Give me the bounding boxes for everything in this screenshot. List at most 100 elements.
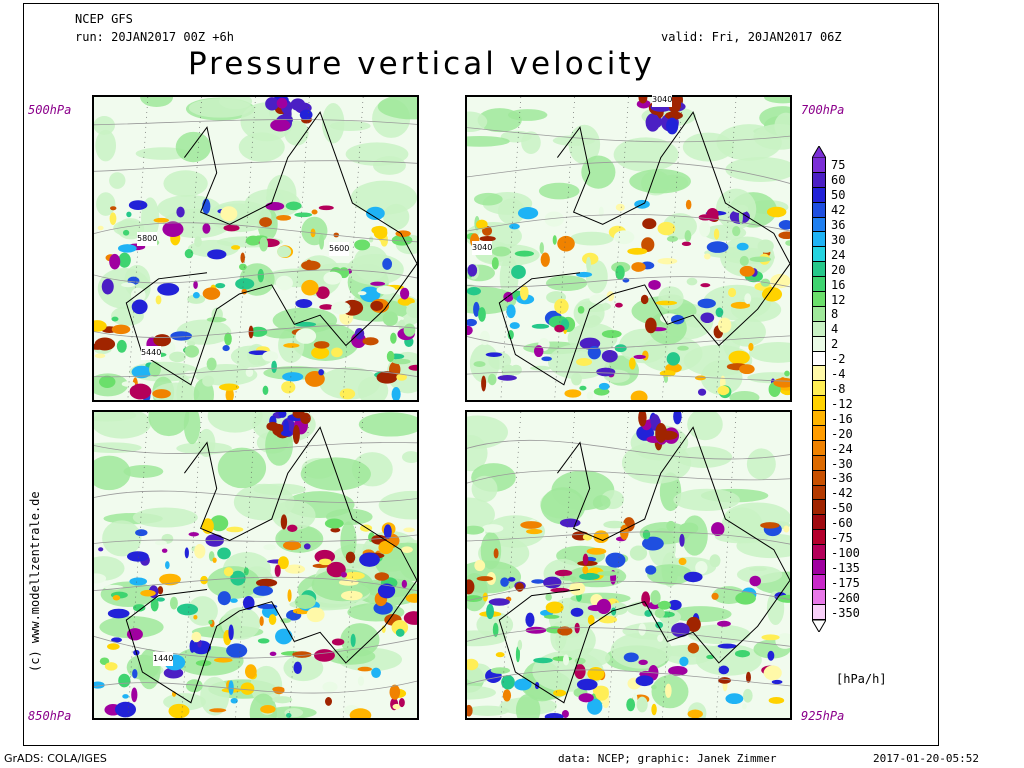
velocity-blob <box>149 361 161 377</box>
velocity-blob <box>668 665 688 676</box>
color-bar-swatch <box>812 381 826 397</box>
velocity-blob <box>278 412 287 418</box>
velocity-blob <box>648 279 661 290</box>
velocity-blob <box>266 421 279 431</box>
velocity-blob <box>107 608 130 619</box>
color-bar-swatch <box>812 440 826 456</box>
velocity-blob <box>709 554 721 568</box>
velocity-blob <box>277 556 289 570</box>
velocity-blob <box>749 567 767 572</box>
level-label-850: 850hPa <box>28 709 72 723</box>
velocity-blob <box>391 234 413 246</box>
field-patch <box>673 488 740 511</box>
velocity-blob <box>593 530 609 544</box>
velocity-blob <box>395 628 405 637</box>
field-patch <box>238 132 285 162</box>
velocity-blob <box>467 318 477 327</box>
velocity-blob <box>283 419 290 437</box>
color-bar-swatch <box>812 530 826 546</box>
velocity-blob <box>132 669 138 679</box>
velocity-blob <box>533 345 544 358</box>
velocity-blob <box>728 287 737 298</box>
field-patch <box>729 391 760 400</box>
velocity-blob <box>152 389 171 399</box>
map-925hpa <box>467 412 790 718</box>
velocity-blob <box>112 595 121 601</box>
map-700hpa <box>467 97 790 400</box>
velocity-blob <box>162 221 184 237</box>
color-bar-label: -4 <box>831 367 846 382</box>
velocity-blob <box>245 235 262 246</box>
graticule-line <box>715 412 737 718</box>
color-bar-label: -30 <box>831 456 853 471</box>
velocity-blob <box>157 586 164 595</box>
color-bar-label: -16 <box>831 411 853 426</box>
field-patch <box>102 520 142 557</box>
velocity-blob <box>94 320 107 332</box>
velocity-blob <box>681 241 692 246</box>
velocity-blob <box>97 225 104 231</box>
color-bar-label: 20 <box>831 262 846 277</box>
contour-label: 3040 <box>652 93 673 107</box>
color-bar-label: -20 <box>831 426 853 441</box>
velocity-blob <box>284 564 306 574</box>
field-patch <box>163 170 208 197</box>
velocity-blob <box>683 571 703 583</box>
velocity-blob <box>403 611 417 625</box>
velocity-blob <box>569 581 586 596</box>
field-patch <box>471 475 498 503</box>
velocity-blob <box>357 291 367 296</box>
velocity-blob <box>122 694 129 699</box>
velocity-blob <box>507 330 514 340</box>
field-patch <box>467 705 510 716</box>
velocity-blob <box>717 620 731 627</box>
velocity-blob <box>153 334 171 347</box>
velocity-blob <box>734 650 751 658</box>
velocity-blob <box>545 593 552 601</box>
velocity-blob <box>540 252 550 267</box>
velocity-blob <box>495 652 505 658</box>
velocity-blob <box>517 207 539 220</box>
velocity-blob <box>294 212 313 218</box>
velocity-blob <box>331 347 343 358</box>
velocity-blob <box>111 324 131 335</box>
contour-line <box>94 576 417 592</box>
velocity-blob <box>223 567 234 577</box>
plot-frame <box>23 3 939 746</box>
contour-line <box>467 470 790 484</box>
velocity-blob <box>748 342 754 351</box>
field-patch <box>109 172 126 189</box>
color-bar-label: 60 <box>831 173 846 188</box>
velocity-blob <box>368 236 374 243</box>
field-patch <box>585 259 608 294</box>
velocity-blob <box>635 675 654 687</box>
velocity-blob <box>655 300 678 306</box>
field-patch <box>515 693 541 718</box>
velocity-blob <box>645 565 657 575</box>
velocity-blob <box>562 654 570 666</box>
velocity-blob <box>217 547 231 560</box>
field-patch <box>358 412 417 437</box>
field-patch <box>188 98 252 118</box>
velocity-blob <box>401 579 408 589</box>
velocity-blob <box>717 385 730 396</box>
field-patch <box>682 132 734 162</box>
velocity-blob <box>370 300 384 311</box>
velocity-blob <box>642 529 651 540</box>
velocity-blob <box>318 205 334 211</box>
velocity-blob <box>219 383 240 391</box>
velocity-blob <box>771 679 783 685</box>
contour-line <box>94 490 417 503</box>
velocity-blob <box>700 312 715 324</box>
color-bar-swatch <box>812 470 826 486</box>
velocity-blob <box>263 544 276 551</box>
color-bar-label: 24 <box>831 247 846 262</box>
velocity-blob <box>668 599 682 611</box>
field-patch <box>592 495 611 511</box>
velocity-blob <box>274 564 281 577</box>
velocity-blob <box>706 241 729 253</box>
field-patch <box>474 192 503 206</box>
velocity-blob <box>766 206 787 218</box>
velocity-blob <box>107 643 120 650</box>
velocity-blob <box>350 633 356 647</box>
